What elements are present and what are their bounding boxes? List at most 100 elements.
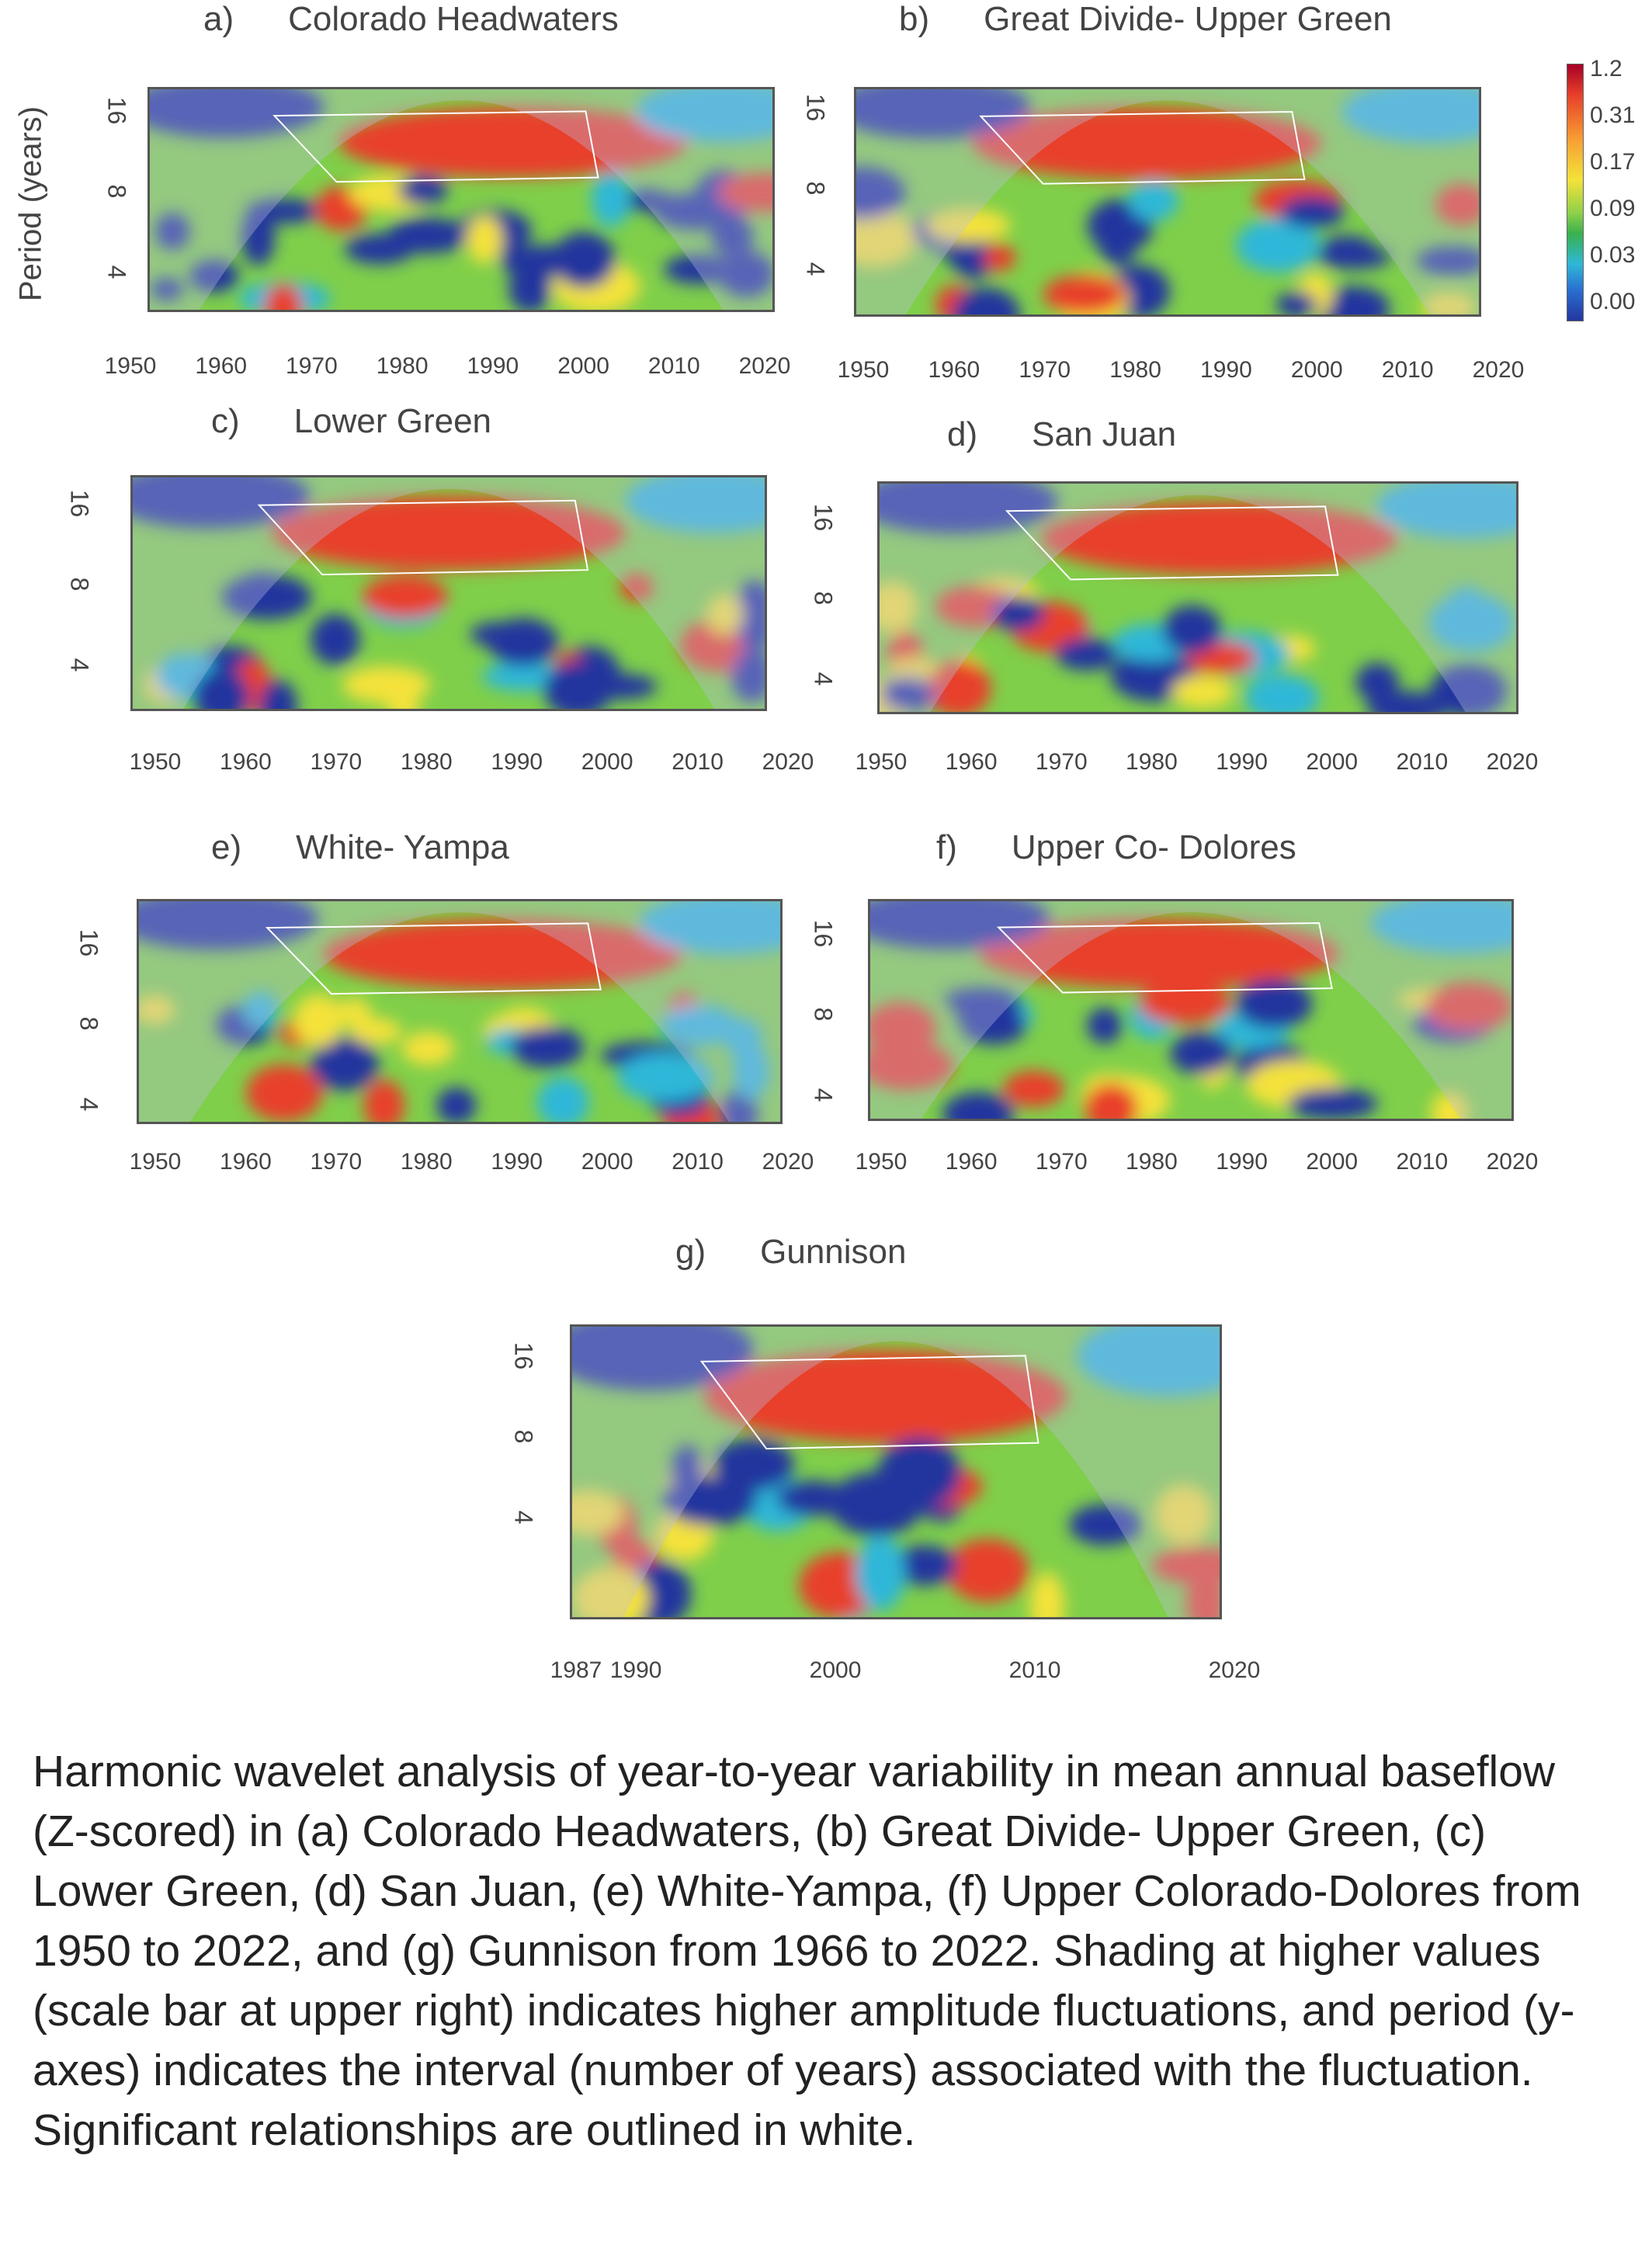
x-tick-label: 1950 — [855, 749, 908, 775]
power-blob — [662, 1476, 758, 1526]
significance-outline — [699, 1355, 1039, 1450]
x-tick-label: 1990 — [1200, 357, 1252, 383]
power-trough — [1341, 89, 1479, 144]
power-blob — [553, 231, 616, 289]
x-tick-label: 1960 — [945, 1149, 998, 1175]
power-blob — [731, 647, 765, 703]
wavelet-power-surface — [880, 484, 1516, 712]
power-blob — [710, 217, 754, 257]
power-blob — [387, 217, 468, 254]
power-blob — [362, 575, 448, 618]
power-peak — [972, 107, 1321, 179]
power-trough — [625, 477, 765, 533]
power-blob — [1275, 291, 1318, 314]
x-tick-label: 2000 — [1290, 357, 1343, 383]
x-tick-label: 1987 — [550, 1657, 602, 1683]
x-tick-label: 1990 — [491, 749, 543, 775]
power-peak — [323, 918, 682, 990]
power-blob — [1171, 675, 1234, 709]
power-blob — [1421, 292, 1477, 314]
power-blob — [1043, 275, 1125, 314]
significance-outline — [979, 110, 1306, 185]
power-blob — [1236, 218, 1321, 272]
power-peak — [272, 495, 626, 571]
significance-outline — [257, 499, 589, 576]
power-blob — [1186, 1572, 1220, 1617]
panel-title: e) White- Yampa — [211, 828, 509, 867]
x-tick-label: 2020 — [1208, 1657, 1261, 1683]
x-tick-label: 2020 — [1486, 749, 1539, 775]
x-tick-label: 2000 — [581, 749, 633, 775]
x-tick-label: 1950 — [104, 353, 157, 379]
power-peak — [1041, 502, 1398, 575]
y-tick-label: 4 — [801, 262, 830, 276]
y-tick-label: 4 — [809, 672, 838, 686]
wavelet-power-surface — [133, 477, 765, 709]
y-tick-label: 8 — [809, 591, 838, 606]
power-blob — [961, 1009, 1026, 1045]
x-tick-label: 1960 — [220, 1149, 272, 1175]
y-tick-label: 16 — [809, 503, 838, 532]
significance-outline — [272, 110, 599, 183]
panel-letter: g) — [675, 1233, 706, 1271]
y-tick-label: 4 — [65, 658, 94, 672]
power-peak — [704, 1349, 1067, 1443]
power-blob — [1084, 1083, 1138, 1119]
x-tick-label: 1980 — [400, 1149, 453, 1175]
power-blob — [1425, 982, 1511, 1031]
power-blob — [718, 172, 772, 213]
power-blob — [470, 622, 529, 647]
x-tick-label: 1950 — [129, 749, 182, 775]
power-blob — [926, 660, 991, 712]
cone-of-influence — [139, 901, 780, 1122]
panel-title-text: Great Divide- Upper Green — [984, 0, 1392, 38]
panel-title: f) Upper Co- Dolores — [936, 828, 1296, 867]
power-blob — [543, 661, 613, 709]
wavelet-power-surface — [856, 89, 1479, 314]
panel-title-text: White- Yampa — [296, 828, 509, 866]
power-blob — [246, 1064, 323, 1122]
power-blob — [245, 198, 321, 224]
power-blob — [1068, 1504, 1142, 1546]
x-tick-label: 1970 — [1035, 749, 1088, 775]
power-blob — [870, 1002, 936, 1056]
x-tick-label: 1980 — [1126, 749, 1178, 775]
wavelet-plot — [877, 481, 1518, 714]
power-blob — [436, 1087, 477, 1122]
y-tick-label: 16 — [102, 96, 131, 125]
power-blob — [154, 213, 190, 250]
x-tick-label: 1970 — [1019, 357, 1071, 383]
y-tick-label: 8 — [801, 181, 830, 196]
power-blob — [1170, 1032, 1234, 1075]
y-tick-label: 16 — [801, 93, 830, 122]
x-tick-label: 1990 — [491, 1149, 543, 1175]
power-blob — [572, 1490, 623, 1535]
panel-title: b) Great Divide- Upper Green — [899, 0, 1392, 39]
panel-title-text: Gunnison — [760, 1233, 907, 1271]
power-blob — [991, 595, 1045, 631]
x-tick-label: 1990 — [1216, 1149, 1268, 1175]
power-blob — [241, 208, 276, 266]
power-blob — [654, 193, 738, 231]
power-trough — [139, 901, 319, 950]
significance-outline — [996, 921, 1333, 994]
wavelet-plot — [570, 1324, 1222, 1619]
panel-title-text: Upper Co- Dolores — [1011, 828, 1296, 866]
y-tick-label: 4 — [102, 265, 131, 279]
power-blob — [718, 251, 772, 297]
power-blob — [243, 991, 279, 1029]
power-blob — [1128, 180, 1178, 221]
power-blob — [310, 613, 360, 665]
power-blob — [336, 998, 372, 1026]
power-blob — [946, 1539, 1029, 1602]
power-blob — [956, 254, 990, 279]
x-tick-label: 1970 — [310, 1149, 363, 1175]
x-tick-label: 2010 — [1396, 749, 1449, 775]
power-blob — [855, 1536, 905, 1611]
power-blob — [1317, 286, 1390, 314]
power-blob — [536, 1077, 589, 1122]
panel-letter: d) — [947, 415, 978, 453]
wavelet-power-surface — [150, 89, 772, 310]
panel-title-text: San Juan — [1032, 415, 1177, 453]
power-blob — [1287, 1088, 1378, 1119]
